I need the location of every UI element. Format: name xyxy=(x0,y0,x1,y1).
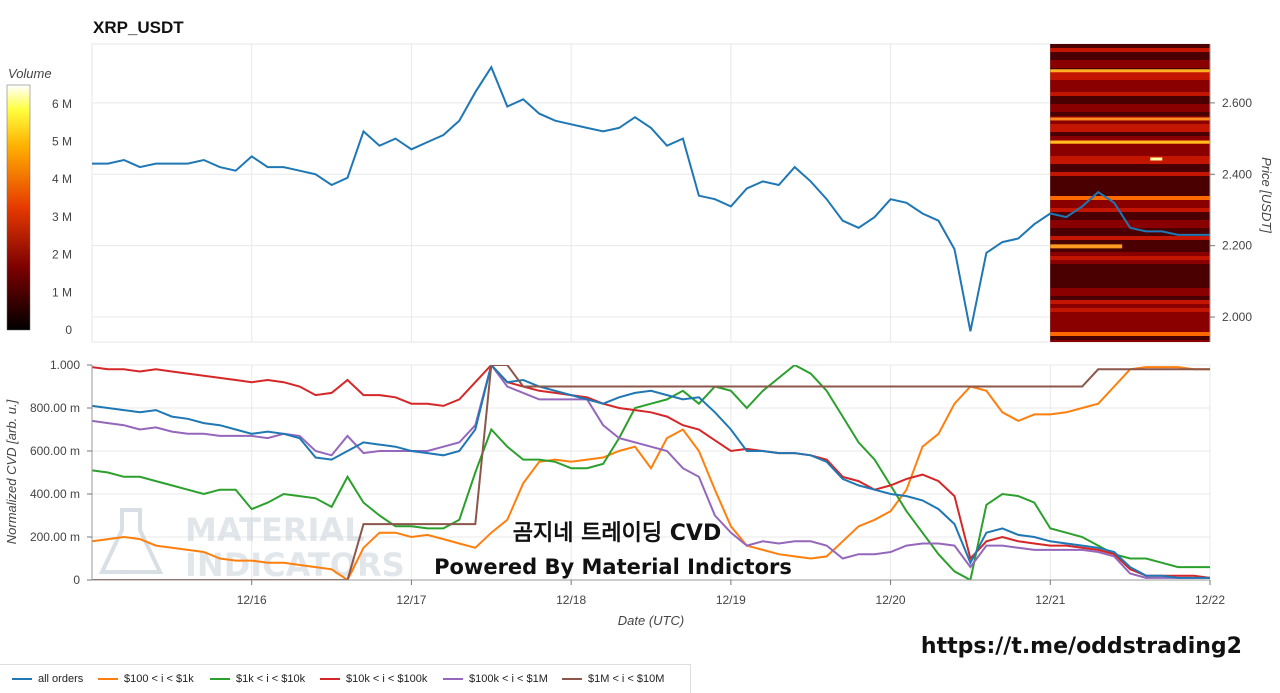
date-tick-label: 12/16 xyxy=(237,593,267,607)
colorbar-tick-label: 4 M xyxy=(52,172,72,186)
price-chart-title: XRP_USDT xyxy=(93,18,184,37)
legend-swatch xyxy=(562,678,582,681)
cvd-tick-label: 800.00 m xyxy=(30,401,80,415)
legend-item[interactable]: all orders xyxy=(12,673,83,685)
legend-swatch xyxy=(12,678,32,681)
legend-item[interactable]: $100 < i < $1k xyxy=(98,673,194,685)
cvd-tick-label: 600.00 m xyxy=(30,444,80,458)
watermark-url[interactable]: https://t.me/oddstrading2 xyxy=(921,634,1242,659)
colorbar-tick-label: 1 M xyxy=(52,285,72,299)
colorbar xyxy=(6,84,31,331)
date-axis-label: Date (UTC) xyxy=(618,613,684,628)
legend-label: $100 < i < $1k xyxy=(124,673,194,685)
cvd-tick-label: 1.000 xyxy=(50,358,80,372)
date-tick-label: 12/18 xyxy=(556,593,586,607)
legend-label: $10k < i < $100k xyxy=(346,673,428,685)
cvd-series-line xyxy=(92,365,1210,579)
colorbar-tick-label: 3 M xyxy=(52,210,72,224)
price-tick-label: 2.400 xyxy=(1222,167,1252,181)
legend-label: $100k < i < $1M xyxy=(469,673,548,685)
colorbar-tick-label: 6 M xyxy=(52,97,72,111)
price-plot-area xyxy=(91,43,1211,343)
volume-heatmap xyxy=(1050,44,1210,342)
legend-swatch xyxy=(98,678,118,681)
cvd-series-line xyxy=(92,365,1210,580)
cvd-tick-label: 200.00 m xyxy=(30,530,80,544)
legend-label: $1k < i < $10k xyxy=(236,673,306,685)
date-tick-label: 12/17 xyxy=(396,593,426,607)
date-tick-label: 12/19 xyxy=(716,593,746,607)
legend-swatch xyxy=(443,678,463,681)
cvd-tick-label: 0 xyxy=(73,573,80,587)
cvd-series-line xyxy=(92,366,1210,580)
price-line xyxy=(92,65,1210,332)
colorbar-label: Volume xyxy=(8,66,52,81)
cvd-series-line xyxy=(92,365,1210,580)
legend-swatch xyxy=(320,678,340,681)
cvd-tick-label: 400.00 m xyxy=(30,487,80,501)
cvd-series-line xyxy=(92,365,1210,579)
price-series-line xyxy=(92,65,1210,332)
watermark-title: 곰지네 트레이딩 CVD xyxy=(513,521,721,546)
colorbar-tick-label: 2 M xyxy=(52,248,72,262)
legend: all orders $100 < i < $1k $1k < i < $10k $1… xyxy=(0,664,691,693)
colorbar-tick-label: 0 xyxy=(65,323,72,337)
legend-label: all orders xyxy=(38,673,84,685)
cvd-plot-area xyxy=(91,364,1211,581)
colorbar-ticks: 0 1 M 2 M 3 M 4 M 5 M 6 M xyxy=(52,97,72,337)
legend-swatch xyxy=(210,678,230,681)
price-tick-label: 2.000 xyxy=(1222,310,1252,324)
watermark-subtitle: Powered By Material Indictors xyxy=(434,555,792,579)
logo-line1: MATERIAL xyxy=(185,511,365,549)
colorbar-tick-label: 5 M xyxy=(52,135,72,149)
legend-item[interactable]: $1M < i < $10M xyxy=(562,673,664,685)
price-tick-label: 2.200 xyxy=(1222,239,1252,253)
cvd-y-axis: 0 200.00 m 400.00 m 600.00 m 800.00 m 1.000 xyxy=(30,358,93,587)
legend-item[interactable]: $100k < i < $1M xyxy=(443,673,548,685)
cvd-axis-label: Normalized CVD [arb. u.] xyxy=(4,399,19,544)
legend-label: $1M < i < $10M xyxy=(588,673,665,685)
date-tick-label: 12/22 xyxy=(1195,593,1225,607)
price-tick-label: 2.600 xyxy=(1222,96,1252,110)
legend-item[interactable]: $1k < i < $10k xyxy=(210,673,305,685)
price-axis: 2.000 2.200 2.400 2.600 xyxy=(1209,44,1252,342)
date-tick-label: 12/21 xyxy=(1035,593,1065,607)
cvd-lines xyxy=(92,365,1210,580)
date-tick-label: 12/20 xyxy=(876,593,906,607)
price-axis-label: Price [USDT] xyxy=(1259,157,1274,233)
date-axis: 12/16 12/17 12/18 12/19 12/20 12/21 12/22 xyxy=(92,579,1225,607)
cvd-series-line xyxy=(92,365,1210,579)
legend-item[interactable]: $10k < i < $100k xyxy=(320,673,427,685)
